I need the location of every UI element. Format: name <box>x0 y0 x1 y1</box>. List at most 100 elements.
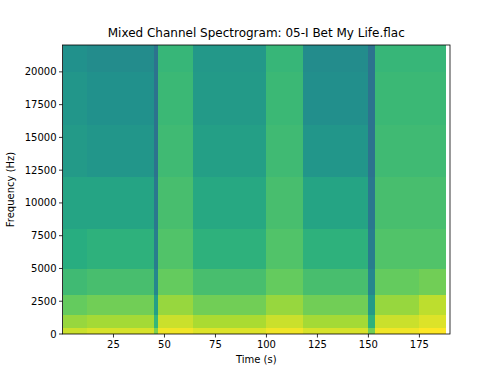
spectrogram-cell <box>154 268 158 295</box>
spectrogram-cell <box>419 124 446 177</box>
spectrogram-cell <box>87 229 155 269</box>
y-tick-label: 5000 <box>31 263 56 274</box>
y-tick <box>59 268 63 269</box>
spectrogram-cell <box>87 72 155 125</box>
spectrogram-cell <box>368 124 374 177</box>
spectrogram-cell <box>158 314 193 327</box>
spectrogram-cell <box>154 295 158 315</box>
spectrogram-cell <box>266 268 303 295</box>
spectrogram-cell <box>87 268 155 295</box>
y-tick <box>59 202 63 203</box>
spectrogram-cell <box>303 314 369 327</box>
spectrogram-cell <box>87 314 155 327</box>
spectrogram-cell <box>158 295 193 315</box>
spectrogram-cell <box>154 327 158 334</box>
y-tick <box>59 301 63 302</box>
y-tick <box>59 334 63 335</box>
spectrogram-cell <box>419 295 446 315</box>
y-tick <box>59 104 63 105</box>
x-tick-label: 150 <box>359 339 378 350</box>
spectrogram-cell <box>63 295 88 315</box>
spectrogram-cell <box>193 314 267 327</box>
spectrogram-cell <box>158 268 193 295</box>
y-tick-label: 2500 <box>31 296 56 307</box>
spectrogram-cell <box>154 124 158 177</box>
spectrogram-cell <box>375 314 420 327</box>
spectrogram-cell <box>154 229 158 269</box>
spectrogram-cell <box>375 124 420 177</box>
y-tick-label: 15000 <box>25 132 57 143</box>
spectrogram-cell <box>303 177 369 230</box>
spectrogram-cell <box>266 177 303 230</box>
spectrogram-cell <box>266 327 303 334</box>
spectrogram-cell <box>87 177 155 230</box>
spectrogram-cell <box>63 124 88 177</box>
spectrogram-cell <box>419 177 446 230</box>
spectrogram-cell <box>375 177 420 230</box>
spectrogram-cell <box>158 45 193 72</box>
y-tick-label: 12500 <box>25 165 57 176</box>
spectrogram-cell <box>368 177 374 230</box>
spectrogram-cell <box>419 72 446 125</box>
x-tick <box>419 334 420 338</box>
spectrogram-cell <box>375 295 420 315</box>
x-tick-label: 50 <box>158 339 171 350</box>
spectrogram-cell <box>375 45 420 72</box>
spectrogram-cell <box>158 229 193 269</box>
x-tick <box>164 334 165 338</box>
spectrogram-cell <box>154 72 158 125</box>
spectrogram-cell <box>63 229 88 269</box>
spectrogram-cell <box>303 327 369 334</box>
spectrogram-cell <box>158 177 193 230</box>
spectrogram-cell <box>63 72 88 125</box>
y-tick-label: 20000 <box>25 66 57 77</box>
x-tick-label: 75 <box>209 339 222 350</box>
spectrogram-cell <box>193 229 267 269</box>
spectrogram-cell <box>303 268 369 295</box>
x-tick <box>215 334 216 338</box>
spectrogram-cell <box>154 314 158 327</box>
spectrogram-cell <box>375 72 420 125</box>
chart-svg: 2550751001251501750250050007500100001250… <box>0 0 500 375</box>
y-tick-label: 17500 <box>25 99 57 110</box>
spectrogram-cell <box>193 177 267 230</box>
spectrogram-cell <box>193 45 267 72</box>
x-tick-label: 175 <box>410 339 429 350</box>
spectrogram-cell <box>419 268 446 295</box>
spectrogram-cell <box>303 295 369 315</box>
y-axis-label: Frequency (Hz) <box>5 152 16 228</box>
y-tick-label: 10000 <box>25 197 57 208</box>
spectrogram-cell <box>158 327 193 334</box>
spectrogram-cell <box>375 327 420 334</box>
cells <box>63 45 447 334</box>
x-tick-label: 125 <box>308 339 327 350</box>
spectrogram-cell <box>63 45 88 72</box>
spectrogram-cell <box>266 229 303 269</box>
spectrogram-cell <box>87 124 155 177</box>
spectrogram-cell <box>158 124 193 177</box>
y-tick-label: 7500 <box>31 230 56 241</box>
spectrogram-cell <box>419 229 446 269</box>
spectrogram-cell <box>368 314 374 327</box>
spectrogram-cell <box>87 295 155 315</box>
spectrogram-cell <box>63 314 88 327</box>
spectrogram-cell <box>154 45 158 72</box>
x-tick <box>317 334 318 338</box>
plot-background <box>63 45 451 334</box>
spectrogram-cell <box>303 124 369 177</box>
spectrogram-cell <box>193 124 267 177</box>
spectrogram-cell <box>266 295 303 315</box>
spectrogram-cell <box>419 45 446 72</box>
plot-frame <box>63 45 451 334</box>
chart-title: Mixed Channel Spectrogram: 05-I Bet My L… <box>108 26 405 40</box>
y-tick-label: 0 <box>50 329 56 340</box>
spectrogram-cell <box>368 229 374 269</box>
spectrogram-cell <box>63 177 88 230</box>
x-axis-label: Time (s) <box>235 354 277 365</box>
spectrogram-cell <box>419 314 446 327</box>
spectrogram-cell <box>266 45 303 72</box>
spectrogram-cell <box>266 124 303 177</box>
spectrogram-cell <box>368 45 374 72</box>
spectrogram-cell <box>368 72 374 125</box>
y-tick <box>59 170 63 171</box>
